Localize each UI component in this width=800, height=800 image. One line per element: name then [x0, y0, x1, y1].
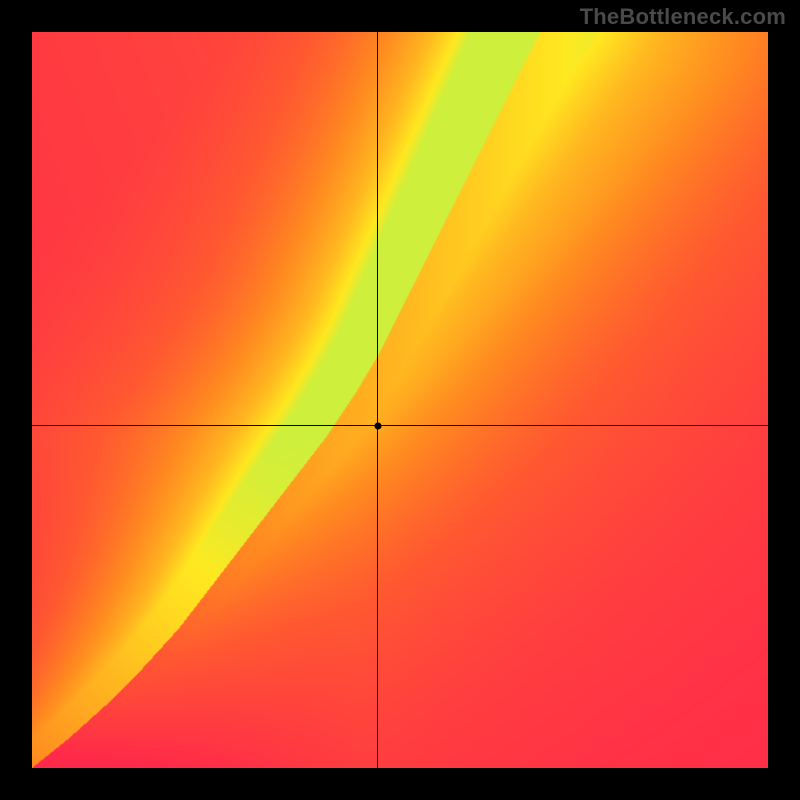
- crosshair-dot: [374, 422, 381, 429]
- crosshair-vertical: [377, 32, 378, 768]
- plot-area: [32, 32, 768, 768]
- heatmap-canvas: [32, 32, 768, 768]
- crosshair-horizontal: [32, 425, 768, 426]
- chart-container: TheBottleneck.com: [0, 0, 800, 800]
- watermark-label: TheBottleneck.com: [580, 4, 786, 30]
